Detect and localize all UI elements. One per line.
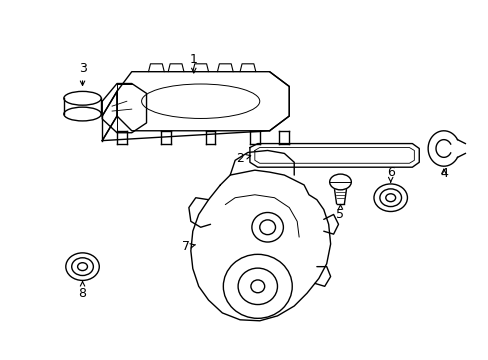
Text: 4: 4	[439, 167, 447, 180]
Text: 8: 8	[79, 281, 86, 300]
Text: 6: 6	[386, 166, 394, 182]
Text: 3: 3	[79, 62, 86, 85]
Text: 2: 2	[236, 152, 250, 165]
Text: 5: 5	[336, 205, 344, 221]
Text: 1: 1	[189, 53, 197, 73]
Text: 7: 7	[182, 240, 195, 253]
